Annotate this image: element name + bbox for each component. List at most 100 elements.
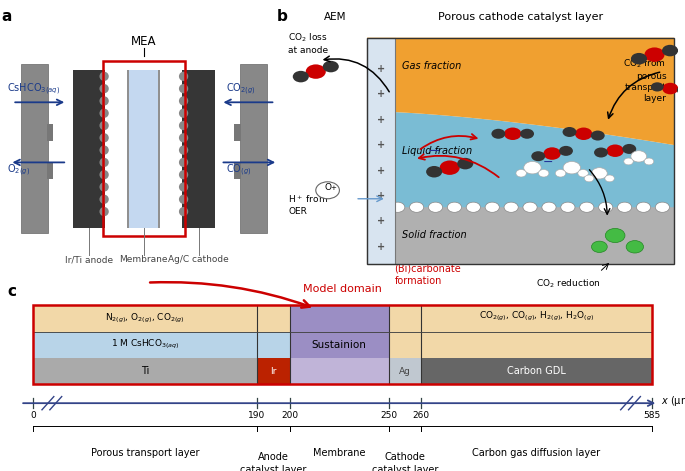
Text: +: + xyxy=(377,140,385,150)
Text: CO$_2$ from
porous
transport
layer: CO$_2$ from porous transport layer xyxy=(623,57,667,103)
Text: O: O xyxy=(324,183,331,192)
Text: CO$_{(g)}$: CO$_{(g)}$ xyxy=(226,162,251,178)
Circle shape xyxy=(440,161,460,175)
Circle shape xyxy=(578,170,588,177)
Circle shape xyxy=(504,202,519,212)
Polygon shape xyxy=(367,38,674,145)
Circle shape xyxy=(617,202,632,212)
Bar xyxy=(240,64,267,234)
Circle shape xyxy=(532,151,545,161)
Circle shape xyxy=(645,48,664,62)
Bar xyxy=(34,332,257,358)
Text: Carbon gas diffusion layer: Carbon gas diffusion layer xyxy=(473,448,601,458)
Bar xyxy=(388,332,421,358)
Bar xyxy=(103,61,185,236)
Text: −: − xyxy=(543,155,553,169)
Circle shape xyxy=(575,128,593,140)
Circle shape xyxy=(447,202,462,212)
Circle shape xyxy=(631,151,647,162)
Circle shape xyxy=(662,45,678,57)
Text: MEA: MEA xyxy=(131,35,157,48)
Text: CO$_{2(g)}$: CO$_{2(g)}$ xyxy=(226,81,256,97)
Circle shape xyxy=(538,170,549,177)
Circle shape xyxy=(179,146,188,155)
Text: −: − xyxy=(427,143,440,158)
Circle shape xyxy=(316,182,340,199)
Text: Porous transport layer: Porous transport layer xyxy=(91,448,199,458)
Circle shape xyxy=(524,162,541,174)
Text: 250: 250 xyxy=(380,411,397,420)
Bar xyxy=(21,64,48,234)
Text: Anode
catalyst layer: Anode catalyst layer xyxy=(240,452,307,471)
Circle shape xyxy=(563,162,580,174)
Text: Carbon GDL: Carbon GDL xyxy=(507,366,566,376)
Text: +: + xyxy=(377,191,385,201)
Bar xyxy=(290,305,388,332)
Circle shape xyxy=(599,202,613,212)
Circle shape xyxy=(516,170,526,177)
Bar xyxy=(34,305,651,384)
Circle shape xyxy=(179,133,188,142)
Bar xyxy=(290,332,388,358)
Text: N$_{2(g)}$, O$_{2(g)}$, CO$_{2(g)}$: N$_{2(g)}$, O$_{2(g)}$, CO$_{2(g)}$ xyxy=(105,312,185,325)
Circle shape xyxy=(466,202,480,212)
Circle shape xyxy=(99,84,109,93)
Bar xyxy=(234,162,241,179)
Circle shape xyxy=(99,158,109,167)
Text: 585: 585 xyxy=(643,411,660,420)
Circle shape xyxy=(99,72,109,81)
Text: Solid fraction: Solid fraction xyxy=(402,230,467,241)
Text: Ir/Ti anode: Ir/Ti anode xyxy=(65,255,113,264)
Circle shape xyxy=(426,166,443,178)
Bar xyxy=(257,305,290,332)
Circle shape xyxy=(428,202,443,212)
Circle shape xyxy=(651,82,664,91)
Bar xyxy=(421,358,651,384)
Bar xyxy=(257,358,290,384)
Bar xyxy=(290,358,388,384)
Bar xyxy=(34,305,257,332)
Circle shape xyxy=(99,133,109,142)
Circle shape xyxy=(99,182,109,192)
Circle shape xyxy=(179,84,188,93)
Text: a: a xyxy=(1,9,12,24)
Text: H$^+$ from
OER: H$^+$ from OER xyxy=(288,193,328,216)
Circle shape xyxy=(179,207,188,216)
Bar xyxy=(47,162,53,179)
Circle shape xyxy=(591,168,608,179)
Text: Cathode
catalyst layer: Cathode catalyst layer xyxy=(372,452,438,471)
Circle shape xyxy=(631,53,647,65)
Circle shape xyxy=(622,144,636,154)
Bar xyxy=(421,305,651,332)
Circle shape xyxy=(590,130,605,140)
Bar xyxy=(388,358,421,384)
Circle shape xyxy=(372,202,386,212)
Bar xyxy=(234,124,241,140)
Circle shape xyxy=(99,146,109,155)
Circle shape xyxy=(542,202,556,212)
Text: Liquid fraction: Liquid fraction xyxy=(402,146,473,156)
Text: $x$ (μm): $x$ (μm) xyxy=(662,394,685,408)
Text: AEM: AEM xyxy=(324,12,347,22)
Circle shape xyxy=(624,158,633,165)
Text: Ag: Ag xyxy=(399,366,411,376)
Bar xyxy=(367,38,674,264)
Bar xyxy=(158,70,160,228)
Circle shape xyxy=(485,202,499,212)
Text: 260: 260 xyxy=(413,411,430,420)
Circle shape xyxy=(606,145,624,157)
Text: 200: 200 xyxy=(282,411,299,420)
Circle shape xyxy=(520,129,534,139)
Circle shape xyxy=(179,121,188,130)
Circle shape xyxy=(677,86,685,95)
Text: CO$_2$ loss
at anode: CO$_2$ loss at anode xyxy=(288,32,328,55)
Circle shape xyxy=(179,96,188,106)
Circle shape xyxy=(606,228,625,243)
Text: Ti: Ti xyxy=(141,366,149,376)
Text: Porous cathode catalyst layer: Porous cathode catalyst layer xyxy=(438,12,603,22)
Text: CO$_2$ reduction: CO$_2$ reduction xyxy=(536,278,600,291)
Text: CsHCO$_{3(aq)}$: CsHCO$_{3(aq)}$ xyxy=(7,81,60,97)
Circle shape xyxy=(99,170,109,179)
Bar xyxy=(257,332,290,358)
Bar xyxy=(47,124,53,140)
